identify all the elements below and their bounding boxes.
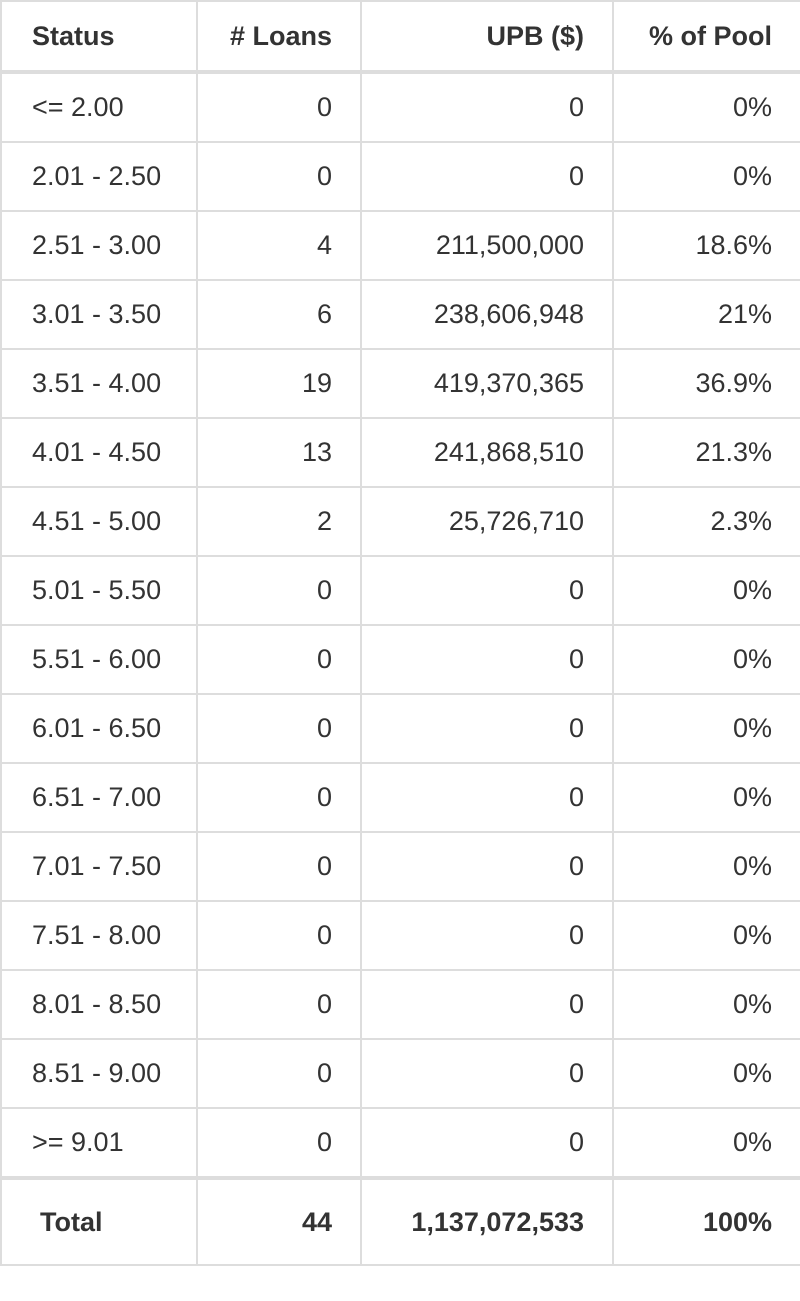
cell-pct: 21%: [612, 279, 800, 350]
cell-status: 3.01 - 3.50: [0, 279, 198, 350]
cell-upb: 211,500,000: [360, 210, 614, 281]
cell-status: 7.51 - 8.00: [0, 900, 198, 971]
table-row: 7.51 - 8.00 0 0 0%: [0, 900, 800, 971]
cell-pct: 0%: [612, 969, 800, 1040]
cell-loans: 0: [196, 141, 362, 212]
table-row: 5.51 - 6.00 0 0 0%: [0, 624, 800, 695]
cell-loans: 0: [196, 71, 362, 143]
cell-status: 8.01 - 8.50: [0, 969, 198, 1040]
cell-loans: 13: [196, 417, 362, 488]
cell-loans: 0: [196, 693, 362, 764]
cell-upb: 0: [360, 1038, 614, 1109]
cell-status: 6.51 - 7.00: [0, 762, 198, 833]
header-pct-of-pool: % of Pool: [612, 0, 800, 74]
table-row: 6.01 - 6.50 0 0 0%: [0, 693, 800, 764]
cell-status: 6.01 - 6.50: [0, 693, 198, 764]
table-row: 5.01 - 5.50 0 0 0%: [0, 555, 800, 626]
table-row: 7.01 - 7.50 0 0 0%: [0, 831, 800, 902]
cell-upb: 238,606,948: [360, 279, 614, 350]
cell-status: 8.51 - 9.00: [0, 1038, 198, 1109]
cell-loans: 0: [196, 831, 362, 902]
cell-upb: 0: [360, 969, 614, 1040]
cell-pct: 0%: [612, 141, 800, 212]
cell-upb: 0: [360, 555, 614, 626]
cell-status: 3.51 - 4.00: [0, 348, 198, 419]
cell-pct: 0%: [612, 624, 800, 695]
cell-status: 2.01 - 2.50: [0, 141, 198, 212]
cell-pct: 0%: [612, 1107, 800, 1179]
cell-pct: 36.9%: [612, 348, 800, 419]
table-row: 8.01 - 8.50 0 0 0%: [0, 969, 800, 1040]
cell-upb: 0: [360, 693, 614, 764]
cell-loans: 19: [196, 348, 362, 419]
cell-upb: 0: [360, 831, 614, 902]
cell-status: >= 9.01: [0, 1107, 198, 1179]
table-body: <= 2.00 0 0 0% 2.01 - 2.50 0 0 0% 2.51 -…: [0, 71, 800, 1179]
cell-pct: 21.3%: [612, 417, 800, 488]
header-loans: # Loans: [196, 0, 362, 74]
cell-pct: 0%: [612, 831, 800, 902]
header-upb: UPB ($): [360, 0, 614, 74]
total-upb: 1,137,072,533: [360, 1176, 614, 1266]
table-row: 3.01 - 3.50 6 238,606,948 21%: [0, 279, 800, 350]
cell-loans: 0: [196, 900, 362, 971]
cell-upb: 0: [360, 624, 614, 695]
table-footer: Total 44 1,137,072,533 100%: [0, 1176, 800, 1266]
cell-loans: 6: [196, 279, 362, 350]
cell-status: <= 2.00: [0, 71, 198, 143]
table-row: 3.51 - 4.00 19 419,370,365 36.9%: [0, 348, 800, 419]
cell-loans: 0: [196, 624, 362, 695]
table-row: <= 2.00 0 0 0%: [0, 71, 800, 143]
table-row: 4.51 - 5.00 2 25,726,710 2.3%: [0, 486, 800, 557]
cell-pct: 0%: [612, 71, 800, 143]
cell-loans: 2: [196, 486, 362, 557]
total-pct: 100%: [612, 1176, 800, 1266]
table-row: 4.01 - 4.50 13 241,868,510 21.3%: [0, 417, 800, 488]
cell-status: 5.01 - 5.50: [0, 555, 198, 626]
loan-distribution-table: Status # Loans UPB ($) % of Pool <= 2.00…: [0, 0, 800, 1266]
cell-status: 4.51 - 5.00: [0, 486, 198, 557]
table-row: 2.51 - 3.00 4 211,500,000 18.6%: [0, 210, 800, 281]
total-row: Total 44 1,137,072,533 100%: [0, 1176, 800, 1266]
cell-loans: 0: [196, 1107, 362, 1179]
header-row: Status # Loans UPB ($) % of Pool: [0, 0, 800, 74]
cell-status: 4.01 - 4.50: [0, 417, 198, 488]
cell-upb: 0: [360, 71, 614, 143]
cell-upb: 25,726,710: [360, 486, 614, 557]
header-status: Status: [0, 0, 198, 74]
cell-upb: 419,370,365: [360, 348, 614, 419]
table-row: 8.51 - 9.00 0 0 0%: [0, 1038, 800, 1109]
table-row: 6.51 - 7.00 0 0 0%: [0, 762, 800, 833]
cell-pct: 0%: [612, 693, 800, 764]
cell-loans: 4: [196, 210, 362, 281]
cell-upb: 0: [360, 900, 614, 971]
cell-status: 5.51 - 6.00: [0, 624, 198, 695]
cell-loans: 0: [196, 762, 362, 833]
table-header: Status # Loans UPB ($) % of Pool: [0, 0, 800, 74]
total-loans: 44: [196, 1176, 362, 1266]
cell-status: 2.51 - 3.00: [0, 210, 198, 281]
table-row: >= 9.01 0 0 0%: [0, 1107, 800, 1179]
table-row: 2.01 - 2.50 0 0 0%: [0, 141, 800, 212]
cell-upb: 241,868,510: [360, 417, 614, 488]
cell-pct: 18.6%: [612, 210, 800, 281]
cell-pct: 0%: [612, 1038, 800, 1109]
cell-pct: 2.3%: [612, 486, 800, 557]
cell-loans: 0: [196, 969, 362, 1040]
cell-pct: 0%: [612, 900, 800, 971]
cell-loans: 0: [196, 1038, 362, 1109]
total-label: Total: [0, 1176, 198, 1266]
cell-upb: 0: [360, 762, 614, 833]
cell-pct: 0%: [612, 555, 800, 626]
cell-loans: 0: [196, 555, 362, 626]
cell-upb: 0: [360, 141, 614, 212]
cell-pct: 0%: [612, 762, 800, 833]
cell-status: 7.01 - 7.50: [0, 831, 198, 902]
cell-upb: 0: [360, 1107, 614, 1179]
